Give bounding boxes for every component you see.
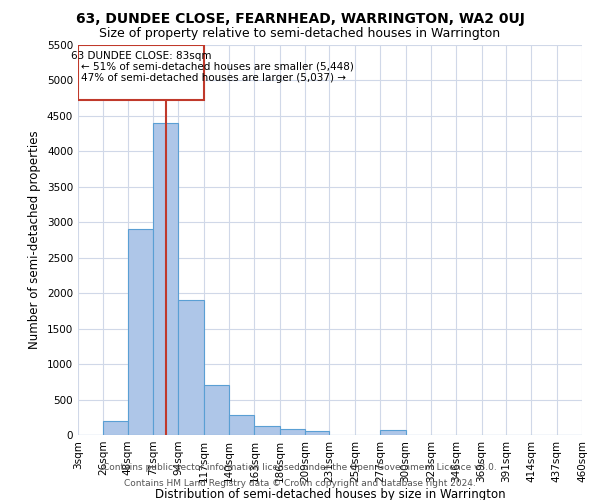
Bar [128,230,153,435]
Bar [305,432,329,435]
Text: 47% of semi-detached houses are larger (5,037) →: 47% of semi-detached houses are larger (… [82,72,346,83]
Bar [153,123,178,435]
Text: ← 51% of semi-detached houses are smaller (5,448): ← 51% of semi-detached houses are smalle… [82,62,354,72]
Text: Contains HM Land Registry data © Crown copyright and database right 2024.: Contains HM Land Registry data © Crown c… [124,478,476,488]
Text: 63 DUNDEE CLOSE: 83sqm: 63 DUNDEE CLOSE: 83sqm [71,51,211,61]
Text: Size of property relative to semi-detached houses in Warrington: Size of property relative to semi-detach… [100,28,500,40]
Text: 63, DUNDEE CLOSE, FEARNHEAD, WARRINGTON, WA2 0UJ: 63, DUNDEE CLOSE, FEARNHEAD, WARRINGTON,… [76,12,524,26]
Text: Contains public sector information licensed under the Open Government Licence v3: Contains public sector information licen… [103,464,497,472]
Bar [254,426,280,435]
Bar [103,421,128,435]
Y-axis label: Number of semi-detached properties: Number of semi-detached properties [28,130,41,350]
Bar [178,300,204,435]
Bar [380,430,406,435]
Bar [204,386,229,435]
Bar [229,415,254,435]
X-axis label: Distribution of semi-detached houses by size in Warrington: Distribution of semi-detached houses by … [155,488,505,500]
FancyBboxPatch shape [78,45,204,100]
Bar [280,430,305,435]
